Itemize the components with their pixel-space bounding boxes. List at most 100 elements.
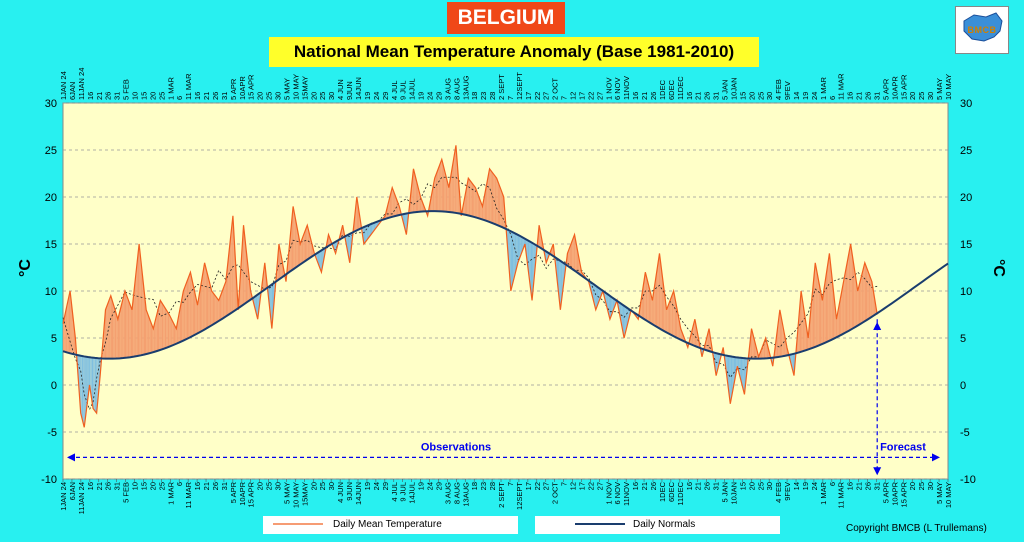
- anomaly-above: [232, 215, 234, 312]
- anomaly-above: [172, 321, 174, 346]
- anomaly-above: [413, 168, 415, 213]
- anomaly-above: [170, 316, 172, 347]
- anomaly-above: [395, 197, 397, 216]
- legend-mean: Daily Mean Temperature: [263, 516, 518, 534]
- legend-normal: Daily Normals: [535, 516, 780, 534]
- x-tick-label-top: 26: [649, 92, 658, 100]
- y-tick-label-right: 25: [960, 145, 972, 157]
- anomaly-above: [812, 275, 815, 348]
- anomaly-above: [189, 272, 191, 338]
- anomaly-above: [137, 244, 140, 356]
- anomaly-above: [818, 281, 820, 346]
- anomaly-above: [142, 276, 144, 355]
- anomaly-above: [652, 292, 654, 325]
- anomaly-above: [452, 159, 454, 213]
- anomaly-above: [440, 159, 442, 212]
- x-tick-label-bottom: 15MAY: [300, 482, 309, 506]
- x-tick-label-top: 6: [828, 96, 837, 100]
- anomaly-above: [184, 284, 186, 340]
- x-tick-label-bottom: 4 JUN: [336, 482, 345, 503]
- anomaly-above: [845, 262, 848, 333]
- x-tick-label-bottom: 19: [417, 482, 426, 490]
- x-tick-label-top: 22: [586, 92, 595, 100]
- anomaly-below: [87, 357, 89, 400]
- anomaly-above: [208, 276, 210, 328]
- x-tick-label-top: 18: [470, 92, 479, 100]
- x-tick-label-top: 20: [148, 92, 157, 100]
- x-tick-label-top: 4 JUL: [390, 80, 399, 100]
- anomaly-above: [495, 176, 497, 225]
- x-tick-label-bottom: 10JAN: [729, 482, 738, 505]
- anomaly-above: [856, 283, 858, 327]
- anomaly-below: [92, 357, 94, 409]
- anomaly-above: [781, 316, 783, 357]
- anomaly-above: [291, 206, 294, 271]
- x-tick-label-bottom: 16: [846, 482, 855, 490]
- anomaly-above: [490, 170, 492, 223]
- anomaly-above: [445, 173, 447, 212]
- x-tick-label-bottom: 26: [703, 482, 712, 490]
- x-tick-label-bottom: 14: [792, 482, 801, 490]
- x-tick-label-bottom: 16: [685, 482, 694, 490]
- x-tick-label-top: 21: [95, 92, 104, 100]
- anomaly-above: [447, 182, 449, 212]
- anomaly-above: [501, 190, 503, 228]
- x-tick-label-bottom: 13AUG: [461, 482, 470, 507]
- anomaly-above: [843, 275, 845, 334]
- y-tick-label-right: 5: [960, 333, 966, 345]
- anomaly-above: [841, 287, 843, 335]
- x-tick-label-top: 25: [318, 92, 327, 100]
- anomaly-above: [417, 182, 419, 212]
- anomaly-above: [668, 300, 671, 335]
- anomaly-above: [849, 244, 851, 331]
- anomaly-above: [164, 307, 167, 349]
- x-tick-label-bottom: 1 MAR: [166, 481, 175, 505]
- anomaly-above: [870, 278, 872, 318]
- x-tick-label-top: 27: [542, 92, 551, 100]
- x-tick-label-bottom: 9 JUL: [399, 482, 408, 502]
- anomaly-above: [435, 171, 438, 212]
- y-axis-label-right: °C: [990, 259, 1007, 277]
- x-tick-label-bottom: 10 MAY: [944, 482, 953, 508]
- anomaly-above: [106, 305, 108, 359]
- legend-mean-label: Daily Mean Temperature: [333, 519, 442, 530]
- anomaly-below: [368, 224, 370, 238]
- anomaly-above: [489, 168, 491, 223]
- x-tick-label-bottom: 21: [95, 482, 104, 490]
- x-tick-label-bottom: 21: [640, 482, 649, 490]
- anomaly-above: [297, 231, 299, 267]
- x-tick-label-bottom: 20: [747, 482, 756, 490]
- anomaly-above: [70, 291, 71, 354]
- anomaly-above: [779, 309, 782, 357]
- anomaly-above: [674, 297, 677, 338]
- anomaly-above: [140, 254, 142, 356]
- x-tick-label-top: 11DEC: [676, 76, 685, 100]
- anomaly-above: [481, 203, 483, 220]
- anomaly-above: [143, 287, 146, 355]
- x-tick-label-bottom: 17: [577, 482, 586, 490]
- y-tick-label-right: 15: [960, 239, 972, 251]
- anomaly-above: [394, 193, 396, 217]
- anomaly-above: [500, 187, 502, 227]
- x-tick-label-bottom: 30: [327, 482, 336, 490]
- x-tick-label-top: 16: [86, 92, 95, 100]
- arrowhead-up: [873, 322, 882, 331]
- anomaly-above: [132, 298, 134, 357]
- anomaly-below: [81, 356, 83, 421]
- x-tick-label-top: 5 JAN: [721, 80, 730, 100]
- anomaly-below: [81, 355, 82, 418]
- x-tick-label-bottom: 8 AUG: [452, 482, 461, 504]
- anomaly-below: [96, 358, 97, 414]
- anomaly-above: [568, 247, 570, 268]
- anomaly-above: [191, 277, 193, 337]
- anomaly-above: [113, 303, 115, 359]
- anomaly-above: [817, 275, 819, 346]
- x-tick-label-bottom: 15 APR: [247, 481, 256, 507]
- anomaly-above: [493, 173, 495, 224]
- anomaly-above: [848, 250, 850, 332]
- x-tick-label-bottom: 29: [381, 482, 390, 490]
- x-tick-label-bottom: 20: [908, 482, 917, 490]
- x-tick-label-bottom: 6: [828, 482, 837, 486]
- x-tick-label-bottom: 16: [631, 482, 640, 490]
- anomaly-above: [215, 295, 217, 324]
